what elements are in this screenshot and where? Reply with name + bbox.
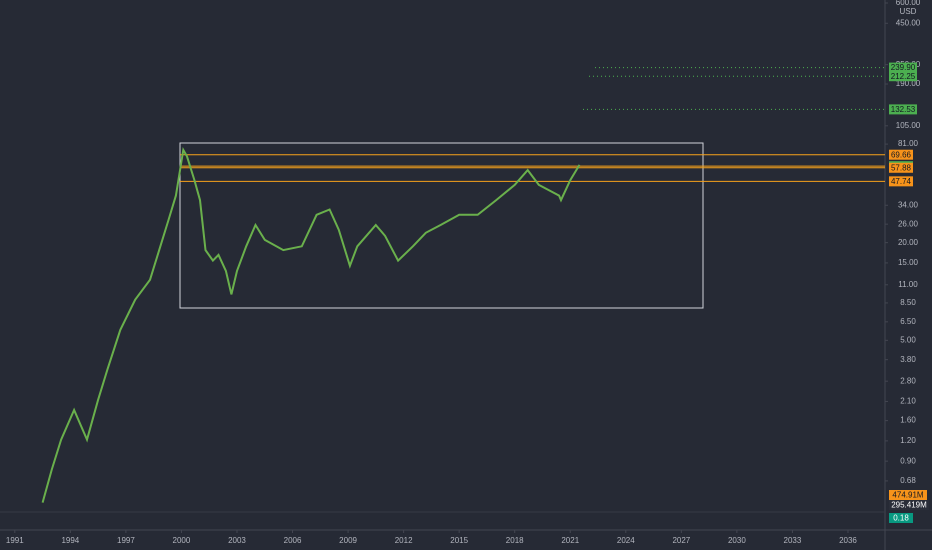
level-badge: [889, 176, 913, 187]
y-tick-label: 26.00: [898, 219, 919, 228]
y-tick-label: 20.00: [898, 238, 919, 247]
volume-badge: [889, 500, 929, 510]
x-tick-label: 2036: [839, 536, 857, 545]
target-badge: [889, 71, 917, 82]
y-tick-label: 1.60: [900, 416, 916, 425]
price-line: [41, 146, 581, 503]
x-tick-label: 2018: [506, 536, 524, 545]
x-tick-label: 2015: [450, 536, 468, 545]
y-tick-label: 105.00: [896, 121, 921, 130]
x-tick-label: 2012: [395, 536, 413, 545]
x-tick-label: 2000: [173, 536, 191, 545]
currency-label: USD: [900, 7, 917, 16]
x-tick-label: 1991: [6, 536, 24, 545]
x-tick-label: 2033: [784, 536, 802, 545]
indicator-label: 0.18: [893, 514, 909, 523]
level-label: 57.88: [891, 163, 912, 172]
y-tick-label: 1.20: [900, 436, 916, 445]
y-tick-label: 15.00: [898, 258, 919, 267]
y-tick-label: 5.00: [900, 335, 916, 344]
y-tick-label: 2.10: [900, 397, 916, 406]
y-tick-label: 8.50: [900, 298, 916, 307]
target-label: 132.53: [891, 105, 916, 114]
target-badge: [889, 62, 917, 73]
x-tick-label: 2021: [561, 536, 579, 545]
y-tick-label: 0.90: [900, 456, 916, 465]
range-box: [179, 142, 704, 309]
y-tick-label: 600.00: [896, 0, 921, 7]
target-label: 239.90: [891, 63, 916, 72]
level-badge: [889, 162, 913, 173]
x-tick-label: 1997: [117, 536, 135, 545]
y-tick-label: 11.00: [898, 280, 918, 289]
volume-label: 474.91M: [892, 491, 923, 500]
y-tick-label: 450.00: [896, 18, 921, 27]
x-tick-label: 2003: [228, 536, 246, 545]
target-badge: [889, 104, 917, 115]
y-tick-label: 2.80: [900, 376, 916, 385]
x-tick-label: 2006: [284, 536, 302, 545]
y-tick-label: 81.00: [898, 139, 919, 148]
volume-badge: [889, 490, 927, 500]
x-tick-label: 1994: [61, 536, 79, 545]
y-tick-label: 0.68: [900, 476, 916, 485]
level-badge: [889, 149, 913, 160]
x-tick-label: 2030: [728, 536, 746, 545]
x-tick-label: 2009: [339, 536, 357, 545]
indicator-badge: [889, 513, 913, 523]
level-label: 69.66: [891, 150, 912, 159]
y-tick-label: 34.00: [898, 200, 919, 209]
level-label: 47.74: [891, 177, 912, 186]
x-tick-label: 2027: [672, 536, 690, 545]
y-tick-label: 6.50: [900, 317, 916, 326]
x-tick-label: 2024: [617, 536, 635, 545]
target-label: 212.25: [891, 72, 916, 81]
y-tick-label: 190.00: [896, 79, 921, 88]
y-tick-label: 3.80: [900, 355, 916, 364]
volume-label: 295.419M: [891, 501, 927, 510]
